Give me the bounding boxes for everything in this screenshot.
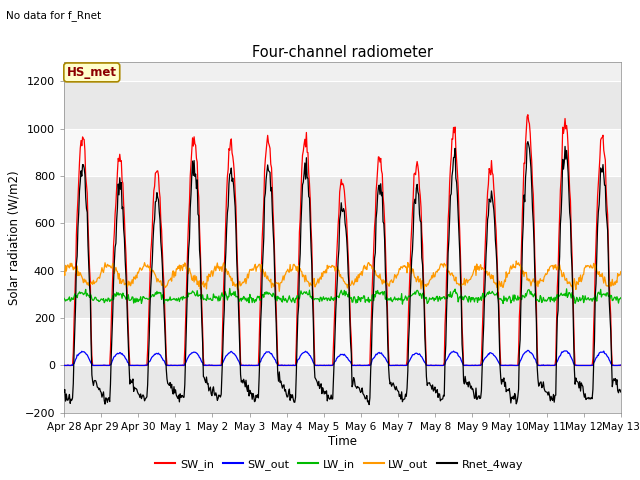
Title: Four-channel radiometer: Four-channel radiometer — [252, 45, 433, 60]
X-axis label: Time: Time — [328, 434, 357, 448]
Bar — [64, 129, 621, 176]
Bar — [64, 81, 621, 129]
Y-axis label: Solar radiation (W/m2): Solar radiation (W/m2) — [7, 170, 20, 305]
Legend: SW_in, SW_out, LW_in, LW_out, Rnet_4way: SW_in, SW_out, LW_in, LW_out, Rnet_4way — [151, 455, 527, 474]
Text: HS_met: HS_met — [67, 66, 116, 79]
Bar — [64, 271, 621, 318]
Bar — [64, 318, 621, 365]
Bar — [64, 365, 621, 413]
Bar — [64, 223, 621, 271]
Text: No data for f_Rnet: No data for f_Rnet — [6, 10, 102, 21]
Bar — [64, 176, 621, 223]
